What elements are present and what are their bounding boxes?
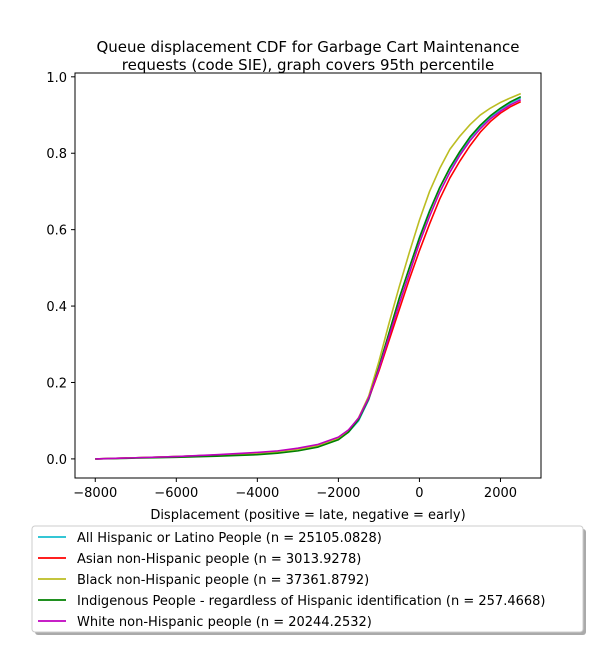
series-layer (95, 92, 522, 460)
x-tick-label: 2000 (484, 486, 517, 501)
legend: All Hispanic or Latino People (n = 25105… (31, 525, 586, 635)
legend-label-3: Indigenous People - regardless of Hispan… (77, 594, 546, 609)
x-axis-ticks: −8000 −6000 −4000 −2000 0 2000 (73, 478, 517, 501)
legend-box (31, 525, 584, 633)
y-tick-label: 0.6 (46, 224, 67, 239)
y-tick-label: 0.2 (46, 376, 67, 391)
x-tick-label: −2000 (316, 486, 360, 501)
x-tick-label: 0 (415, 486, 423, 501)
y-tick-label: 0.4 (46, 300, 67, 315)
chart-title-line-1: Queue displacement CDF for Garbage Cart … (96, 38, 519, 56)
y-tick-label: 0.0 (46, 453, 67, 468)
x-tick-label: −6000 (154, 486, 198, 501)
y-tick-label: 1.0 (46, 71, 67, 86)
x-axis-label: Displacement (positive = late, negative … (150, 508, 465, 523)
legend-label-1: Asian non-Hispanic people (n = 3013.9278… (77, 552, 361, 567)
plot-frame (74, 72, 542, 479)
chart-title-line-2: requests (code SIE), graph covers 95th p… (122, 56, 494, 74)
legend-label-2: Black non-Hispanic people (n = 37361.879… (77, 573, 369, 588)
y-tick-label: 0.8 (46, 147, 67, 162)
x-tick-label: −8000 (73, 486, 117, 501)
series-line-3 (95, 95, 522, 460)
series-line-2 (95, 92, 522, 460)
legend-label-0: All Hispanic or Latino People (n = 25105… (77, 531, 382, 546)
legend-label-4: White non-Hispanic people (n = 20244.253… (77, 615, 372, 630)
series-line-4 (95, 99, 522, 460)
series-line-0 (95, 97, 522, 460)
legend-entries: All Hispanic or Latino People (n = 25105… (38, 531, 546, 630)
y-axis-ticks: 0.0 0.2 0.4 0.6 0.8 1.0 (46, 71, 75, 468)
x-tick-label: −4000 (235, 486, 279, 501)
